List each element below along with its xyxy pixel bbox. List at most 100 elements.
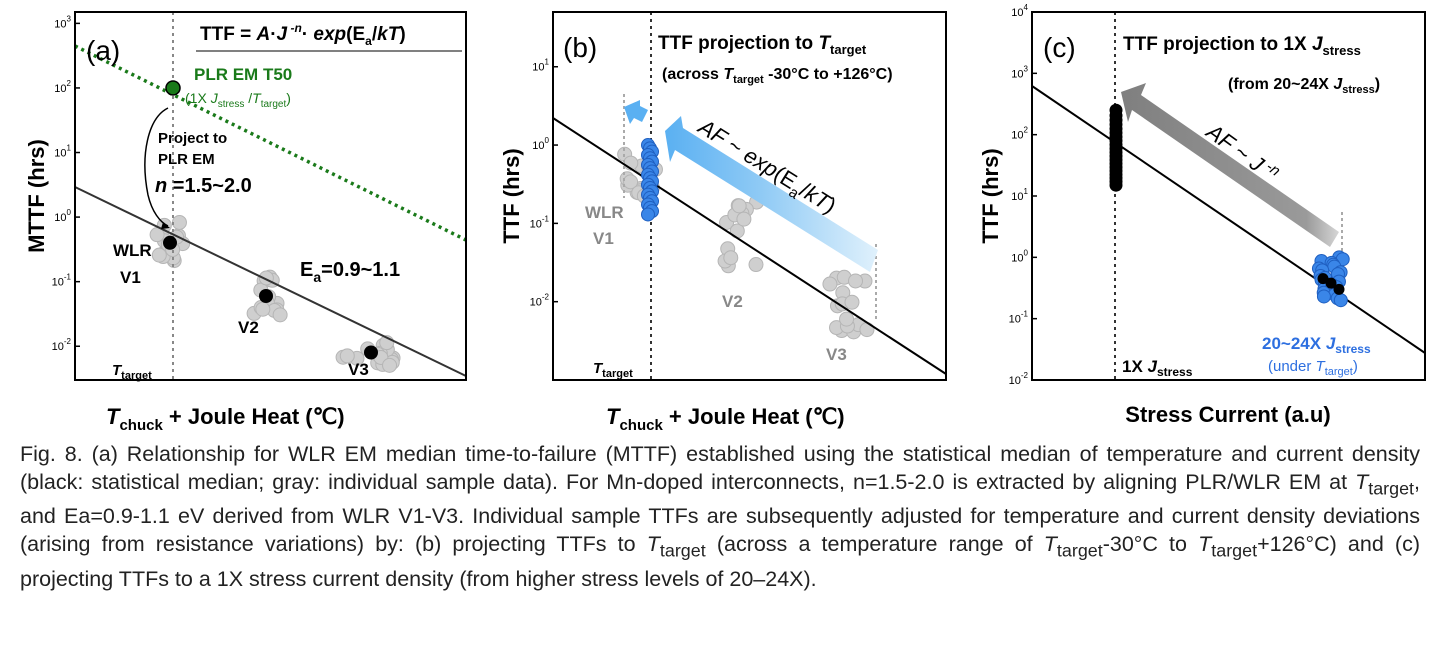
panel-b-af-arrow xyxy=(665,116,878,272)
panel-c-y-axis-label: TTF (hrs) xyxy=(978,148,1003,243)
caption-text-3: (across a temperature range of xyxy=(705,532,1044,557)
panel-c-x-axis-label: Stress Current (a.u) xyxy=(1125,402,1330,427)
y-tick-label: 100 xyxy=(54,208,71,224)
panel-a-gray-point xyxy=(255,301,271,317)
y-tick-label: 102 xyxy=(54,79,71,95)
panel-b-v3-label: V3 xyxy=(826,345,847,364)
panel-a-wlr-label: WLR xyxy=(113,241,152,260)
panel-c-af-arrow xyxy=(1121,83,1339,247)
panel-b-fit-line xyxy=(552,117,947,375)
panel-b-gray-point xyxy=(723,250,739,266)
panel-b-gray-point xyxy=(844,294,860,310)
panel-c-hi-label-line2: (under Ttarget) xyxy=(1268,358,1358,378)
panel-b-frame xyxy=(552,11,947,381)
panel-b-y-axis-label: TTF (hrs) xyxy=(499,148,524,243)
panel-c-fit-line xyxy=(1031,85,1426,354)
panel-a-gray-point xyxy=(382,357,398,373)
panel-b-subtitle: (across Ttarget -30°C to +126°C) xyxy=(662,66,893,86)
panel-a-y-ticks: 103 102 101 100 10-1 10-2 xyxy=(52,14,80,353)
panel-b-x-axis-label: Tchuck + Joule Heat (℃) xyxy=(606,404,845,434)
panel-a-fit-line xyxy=(74,186,467,377)
panel-c-1x-label: 1X Jstress xyxy=(1122,357,1193,379)
panel-c-median-point xyxy=(1317,273,1329,285)
panel-c-label: (c) xyxy=(1043,32,1076,63)
caption-s1: target xyxy=(1368,478,1415,499)
panel-b-blue-point xyxy=(641,207,655,222)
panel-c-median-points xyxy=(1317,273,1345,295)
y-tick-label: 101 xyxy=(1011,187,1028,203)
panel-b-v2-label: V2 xyxy=(722,292,743,311)
panel-a-gray-samples xyxy=(149,214,401,373)
panel-a-y-axis-label: MTTF (hrs) xyxy=(24,139,49,253)
panel-b-gray-point xyxy=(623,174,639,190)
panel-c-hi-label-line1: 20~24X Jstress xyxy=(1262,334,1371,356)
panel-a-label: (a) xyxy=(86,35,120,66)
panel-a-gray-point xyxy=(272,307,288,323)
y-tick-label: 100 xyxy=(1011,248,1028,264)
panel-a-median-point xyxy=(259,288,273,303)
y-tick-label: 10-1 xyxy=(1009,310,1029,326)
panel-a-x-axis-label: Tchuck + Joule Heat (℃) xyxy=(106,404,345,434)
panel-a-plr-title: PLR EM T50 xyxy=(194,65,292,84)
panel-a: 103 102 101 100 10-1 10-2 (a) TTF = A·J -n· e… xyxy=(24,11,467,434)
panel-a-n-value: n =1.5~2.0 xyxy=(155,175,252,197)
y-tick-label: 10-2 xyxy=(530,293,550,309)
panel-c-title: TTF projection to 1X Jstress xyxy=(1123,34,1361,58)
panel-b-wlr-label: WLR xyxy=(585,203,624,222)
figure-caption: Fig. 8. (a) Relationship for WLR EM medi… xyxy=(20,440,1420,593)
panel-a-median-point xyxy=(364,345,378,360)
panel-b-short-arrow xyxy=(624,100,648,124)
caption-text-1: Fig. 8. (a) Relationship for WLR EM medi… xyxy=(20,442,1420,494)
panel-c-frame xyxy=(1031,11,1426,381)
caption-t1: T xyxy=(1355,470,1369,494)
panel-b-gray-point xyxy=(848,273,864,289)
panel-a-gray-point xyxy=(339,348,355,364)
panel-c: 104 103 102 101 100 10-1 10-2 (c) TTF projecti… xyxy=(978,3,1426,427)
caption-t2: T xyxy=(646,532,660,557)
panel-b-gray-point xyxy=(839,311,855,327)
panel-a-project-arrow xyxy=(144,107,169,227)
caption-text-5: +126°C) and (c) projecting TTFs to a 1X … xyxy=(20,532,1420,591)
panel-c-blue-point xyxy=(1333,293,1348,308)
panel-c-blue-point xyxy=(1316,289,1331,304)
y-tick-label: 102 xyxy=(1011,126,1028,142)
panel-b-blue-samples xyxy=(641,138,659,222)
panel-a-gray-point xyxy=(151,247,167,263)
panel-a-plr-dotted-line xyxy=(74,44,467,242)
panel-c-subtitle: (from 20~24X Jstress) xyxy=(1228,76,1380,96)
panel-b-title: TTF projection to Ttarget xyxy=(658,33,867,57)
panel-a-v2-label: V2 xyxy=(238,318,259,337)
y-tick-label: 103 xyxy=(1011,64,1028,80)
caption-text-4: -30°C to xyxy=(1102,532,1199,557)
caption-s2: target xyxy=(659,540,706,561)
panel-a-gray-point xyxy=(171,214,187,230)
panel-a-target-label: Ttarget xyxy=(112,362,152,382)
caption-s3: target xyxy=(1056,540,1103,561)
y-tick-label: 10-2 xyxy=(52,337,72,353)
panel-c-median-point xyxy=(1333,283,1345,295)
panel-a-project-line1: Project to xyxy=(158,130,227,147)
panel-b-label: (b) xyxy=(563,32,597,63)
panel-a-plr-point xyxy=(165,80,181,96)
panel-c-projected-samples xyxy=(1109,103,1123,192)
panel-b-target-label: Ttarget xyxy=(593,360,633,380)
panel-a-frame xyxy=(74,11,467,381)
panel-b: 101 100 10-1 10-2 (b) TTF projection to Tta… xyxy=(499,11,947,434)
y-tick-label: 100 xyxy=(532,136,549,152)
caption-t4: T xyxy=(1198,532,1212,557)
panel-b-gray-point xyxy=(736,211,752,227)
panel-b-v1-label: V1 xyxy=(593,229,614,248)
panel-a-project-line2: PLR EM xyxy=(158,151,215,168)
panel-a-project-arrowhead xyxy=(161,222,170,229)
panel-a-v1-label: V1 xyxy=(120,268,141,287)
panel-b-gray-point xyxy=(748,257,764,273)
y-tick-label: 10-1 xyxy=(52,273,72,289)
panel-b-y-ticks: 101 100 10-1 10-2 xyxy=(530,58,558,309)
panel-b-gray-point xyxy=(731,198,747,214)
caption-text-2: , and Ea=0.9-1.1 eV derived from WLR V1-… xyxy=(20,470,1420,557)
panel-a-median-points xyxy=(163,235,378,360)
panel-c-median-point xyxy=(1325,277,1337,289)
panel-a-plr-subtitle: (1X Jstress /Ttarget) xyxy=(185,90,291,110)
y-tick-label: 101 xyxy=(532,58,549,74)
